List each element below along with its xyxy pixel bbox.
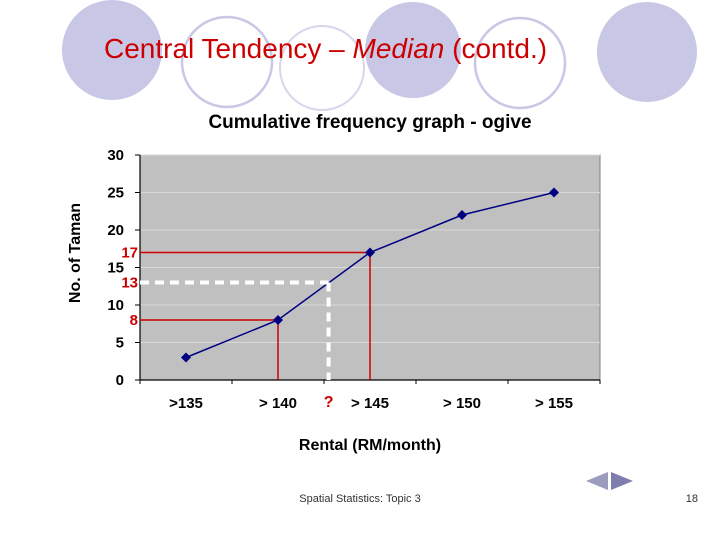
svg-text:>135: >135	[169, 395, 203, 412]
svg-text:20: 20	[107, 222, 124, 239]
slide-title-suffix: (contd.)	[444, 33, 548, 64]
svg-text:> 140: > 140	[259, 395, 297, 412]
slide-title-emphasis: Median	[352, 33, 445, 64]
svg-text:30: 30	[107, 147, 124, 164]
chart-title: Cumulative frequency graph - ogive	[208, 112, 532, 133]
svg-text:13: 13	[121, 275, 138, 292]
x-axis-title: Rental (RM/month)	[298, 437, 442, 454]
svg-text:25: 25	[107, 185, 124, 202]
svg-text:17: 17	[121, 245, 138, 262]
svg-text:10: 10	[107, 297, 124, 314]
svg-text:5: 5	[116, 335, 124, 352]
svg-text:> 145: > 145	[351, 395, 389, 412]
footer-text: Spatial Statistics: Topic 3	[299, 493, 421, 505]
svg-text:> 155: > 155	[535, 395, 573, 412]
next-arrow-icon[interactable]	[611, 472, 633, 490]
ogive-plot: 0 5 10 15 20 25 30 >135 > 140 > 145 > 150 > 155 17 13…	[107, 147, 601, 412]
slide-nav	[586, 472, 633, 490]
slide-title-prefix: Central Tendency –	[104, 33, 353, 64]
svg-text:8: 8	[130, 312, 138, 329]
svg-text:> 150: > 150	[443, 395, 481, 412]
svg-text:?: ?	[324, 394, 334, 411]
decorative-circles	[62, 0, 697, 111]
slide-title: Central Tendency – Median (contd.)	[104, 33, 547, 65]
page-number: 18	[685, 493, 698, 505]
svg-text:15: 15	[107, 260, 124, 277]
prev-arrow-icon[interactable]	[586, 472, 608, 490]
svg-text:0: 0	[116, 372, 124, 389]
